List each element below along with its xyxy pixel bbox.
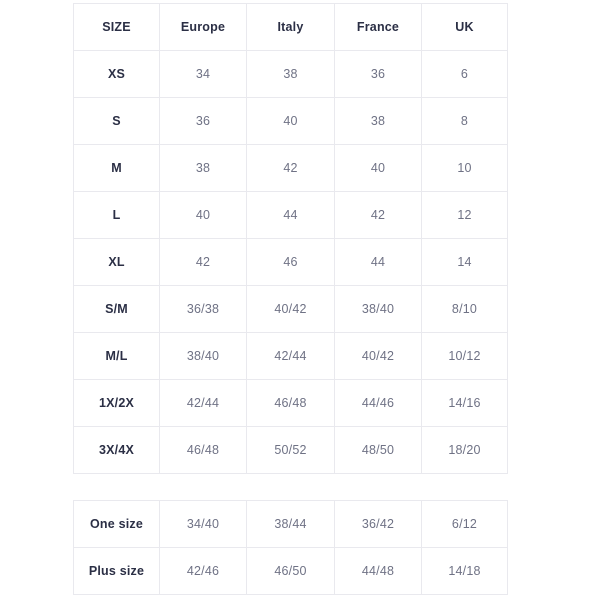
row-label: S — [73, 97, 160, 145]
table-row: S/M 36/38 40/42 38/40 8/10 — [73, 285, 508, 333]
cell-uk: 6/12 — [421, 500, 508, 548]
table-row: S 36 40 38 8 — [73, 97, 508, 145]
cell-uk: 14 — [421, 238, 508, 286]
row-label: 1X/2X — [73, 379, 160, 427]
cell-italy: 46/48 — [246, 379, 335, 427]
table-row: M 38 42 40 10 — [73, 144, 508, 192]
cell-uk: 12 — [421, 191, 508, 239]
cell-france: 40/42 — [334, 332, 422, 380]
cell-uk: 6 — [421, 50, 508, 98]
table-row: XL 42 46 44 14 — [73, 238, 508, 286]
table-row: One size 34/40 38/44 36/42 6/12 — [73, 500, 508, 548]
row-label: S/M — [73, 285, 160, 333]
cell-uk: 10/12 — [421, 332, 508, 380]
cell-france: 44 — [334, 238, 422, 286]
cell-uk: 10 — [421, 144, 508, 192]
cell-italy: 46 — [246, 238, 335, 286]
row-label: XL — [73, 238, 160, 286]
cell-italy: 46/50 — [246, 547, 335, 595]
cell-france: 44/46 — [334, 379, 422, 427]
table-row: XS 34 38 36 6 — [73, 50, 508, 98]
cell-europe: 34/40 — [159, 500, 247, 548]
cell-europe: 38 — [159, 144, 247, 192]
cell-europe: 46/48 — [159, 426, 247, 474]
cell-europe: 34 — [159, 50, 247, 98]
table-row: M/L 38/40 42/44 40/42 10/12 — [73, 332, 508, 380]
row-label: M — [73, 144, 160, 192]
cell-italy: 38/44 — [246, 500, 335, 548]
cell-italy: 40/42 — [246, 285, 335, 333]
cell-uk: 14/16 — [421, 379, 508, 427]
cell-france: 36 — [334, 50, 422, 98]
cell-uk: 18/20 — [421, 426, 508, 474]
table-row: 3X/4X 46/48 50/52 48/50 18/20 — [73, 426, 508, 474]
cell-uk: 8 — [421, 97, 508, 145]
row-label: One size — [73, 500, 160, 548]
cell-italy: 42 — [246, 144, 335, 192]
cell-italy: 42/44 — [246, 332, 335, 380]
cell-italy: 50/52 — [246, 426, 335, 474]
cell-italy: 44 — [246, 191, 335, 239]
table-header-row: SIZE Europe Italy France UK — [73, 3, 508, 51]
cell-france: 38 — [334, 97, 422, 145]
cell-uk: 8/10 — [421, 285, 508, 333]
cell-france: 40 — [334, 144, 422, 192]
cell-europe: 38/40 — [159, 332, 247, 380]
row-label: Plus size — [73, 547, 160, 595]
cell-france: 42 — [334, 191, 422, 239]
primary-size-table: SIZE Europe Italy France UK XS 34 38 36 … — [73, 3, 508, 474]
row-label: L — [73, 191, 160, 239]
cell-europe: 36/38 — [159, 285, 247, 333]
cell-europe: 42/46 — [159, 547, 247, 595]
cell-italy: 38 — [246, 50, 335, 98]
cell-uk: 14/18 — [421, 547, 508, 595]
cell-europe: 36 — [159, 97, 247, 145]
column-header-france: France — [334, 3, 422, 51]
cell-europe: 42/44 — [159, 379, 247, 427]
cell-italy: 40 — [246, 97, 335, 145]
column-header-europe: Europe — [159, 3, 247, 51]
cell-europe: 42 — [159, 238, 247, 286]
column-header-uk: UK — [421, 3, 508, 51]
secondary-size-table: One size 34/40 38/44 36/42 6/12 Plus siz… — [73, 500, 508, 595]
cell-france: 38/40 — [334, 285, 422, 333]
column-header-size: SIZE — [73, 3, 160, 51]
cell-france: 48/50 — [334, 426, 422, 474]
cell-france: 36/42 — [334, 500, 422, 548]
row-label: 3X/4X — [73, 426, 160, 474]
row-label: XS — [73, 50, 160, 98]
table-row: Plus size 42/46 46/50 44/48 14/18 — [73, 547, 508, 595]
cell-europe: 40 — [159, 191, 247, 239]
table-row: L 40 44 42 12 — [73, 191, 508, 239]
column-header-italy: Italy — [246, 3, 335, 51]
table-row: 1X/2X 42/44 46/48 44/46 14/16 — [73, 379, 508, 427]
row-label: M/L — [73, 332, 160, 380]
cell-france: 44/48 — [334, 547, 422, 595]
